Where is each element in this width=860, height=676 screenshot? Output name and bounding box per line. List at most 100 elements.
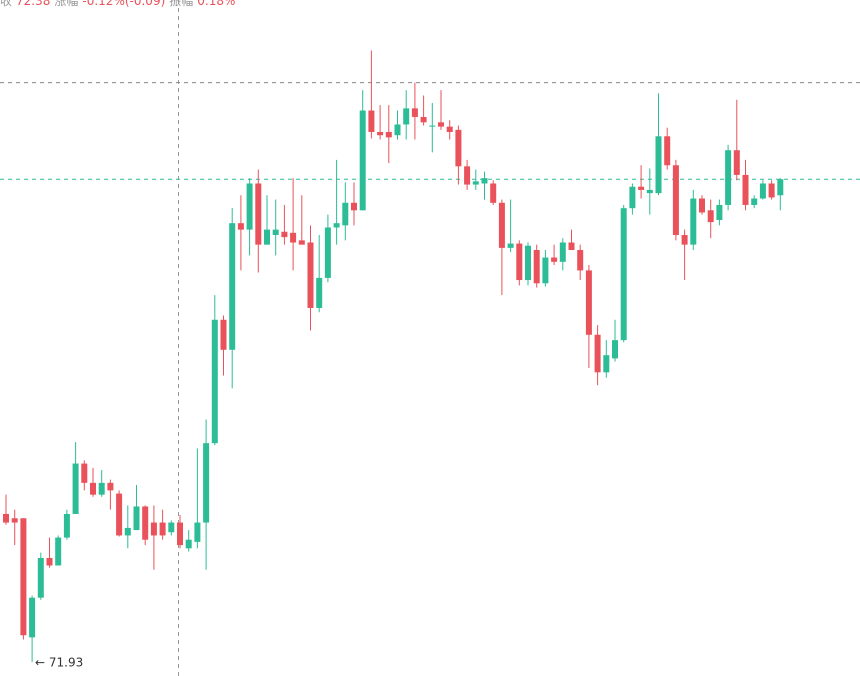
candle-body — [72, 463, 79, 514]
candle-body — [229, 223, 236, 350]
candle-body — [403, 108, 410, 125]
candle-body — [290, 232, 297, 243]
candle-body — [681, 234, 688, 245]
candle-body — [3, 513, 9, 523]
header-text: 72.38 — [16, 0, 51, 8]
candle-body — [211, 319, 218, 444]
candle-body — [342, 202, 349, 226]
candle-body — [351, 202, 357, 211]
candle-body — [177, 522, 183, 546]
candle-body — [246, 183, 253, 230]
candle-body — [516, 243, 523, 281]
candle-body — [716, 204, 723, 220]
candle-body — [316, 277, 323, 308]
candle-body — [777, 179, 784, 196]
candle-body — [107, 482, 114, 491]
candle-body — [237, 223, 244, 230]
candle-body — [672, 165, 679, 235]
candle-body — [725, 150, 732, 205]
candle-body — [438, 122, 444, 127]
candle-body — [707, 210, 714, 223]
candle-body — [55, 537, 62, 566]
candle-body — [646, 189, 653, 194]
candle-body — [394, 124, 401, 136]
candle-body — [324, 227, 331, 278]
candle-body — [464, 166, 471, 185]
candle-body — [638, 186, 645, 190]
candle-body — [585, 270, 592, 335]
candle-body — [751, 198, 758, 205]
candle-body — [490, 183, 497, 203]
candle-body — [411, 108, 418, 117]
candle-body — [81, 463, 88, 483]
candle-body — [63, 513, 70, 538]
header-text: 0.18% — [197, 0, 236, 8]
candle-body — [498, 202, 505, 248]
candle-body — [664, 136, 671, 166]
candle-body — [255, 183, 262, 245]
candle-body — [20, 518, 27, 636]
candle-body — [577, 250, 584, 271]
candle-body — [525, 245, 531, 281]
candle-body — [272, 229, 279, 235]
candle-body — [594, 334, 601, 373]
candle-body — [264, 229, 270, 245]
candle-body — [420, 116, 427, 123]
candle-body — [29, 597, 36, 638]
candle-body — [385, 131, 392, 138]
header-text: 振幅 — [169, 0, 194, 8]
candle-body — [559, 242, 566, 262]
candle-body — [194, 522, 201, 542]
candle-body — [377, 131, 384, 136]
candle-body — [620, 208, 627, 341]
candle-body — [333, 223, 340, 228]
candle-body — [159, 522, 166, 536]
candle-body — [220, 319, 227, 350]
candle-body — [759, 183, 766, 199]
candle-body — [472, 181, 479, 185]
candle-body — [690, 198, 697, 245]
candle-body — [742, 174, 749, 205]
candle-body — [46, 557, 53, 566]
candle-body — [733, 150, 740, 175]
candle-body — [359, 110, 366, 211]
header-text: 收 — [0, 0, 13, 8]
candle-body — [446, 126, 453, 132]
candle-body — [507, 243, 514, 248]
candle-body — [655, 136, 662, 194]
candle-body — [429, 125, 436, 127]
quote-header: 收 72.38 涨幅 -0.12%(-0.09) 振幅 0.18% — [0, 0, 239, 9]
candle-body — [368, 110, 375, 132]
candle-body — [98, 482, 105, 495]
candle-body — [612, 340, 618, 359]
candle-body — [281, 231, 288, 238]
header-text: -0.12%(-0.09) — [82, 0, 166, 8]
candle-body — [455, 129, 462, 167]
candle-body — [481, 178, 488, 184]
candle-body — [168, 522, 175, 533]
candle-body — [568, 242, 575, 251]
candle-body — [629, 186, 636, 209]
header-text: 涨幅 — [54, 0, 79, 8]
candle-body — [533, 250, 540, 284]
candle-body — [37, 557, 44, 598]
candle-body — [542, 257, 549, 284]
candle-body — [185, 539, 192, 549]
candle-body — [142, 506, 149, 540]
candle-body — [150, 522, 157, 536]
candle-body — [307, 242, 314, 308]
candle-body — [203, 443, 210, 523]
candle-body — [133, 506, 140, 531]
candle-body — [768, 183, 775, 198]
candle-body — [124, 527, 131, 536]
candle-body — [298, 240, 305, 245]
candle-body — [551, 257, 558, 262]
candle-body — [603, 355, 610, 373]
candle-body — [116, 493, 123, 536]
low-annotation: ← 71.93 — [35, 656, 83, 670]
candle-body — [11, 518, 18, 523]
candle-body — [699, 198, 705, 213]
candle-body — [90, 482, 96, 495]
